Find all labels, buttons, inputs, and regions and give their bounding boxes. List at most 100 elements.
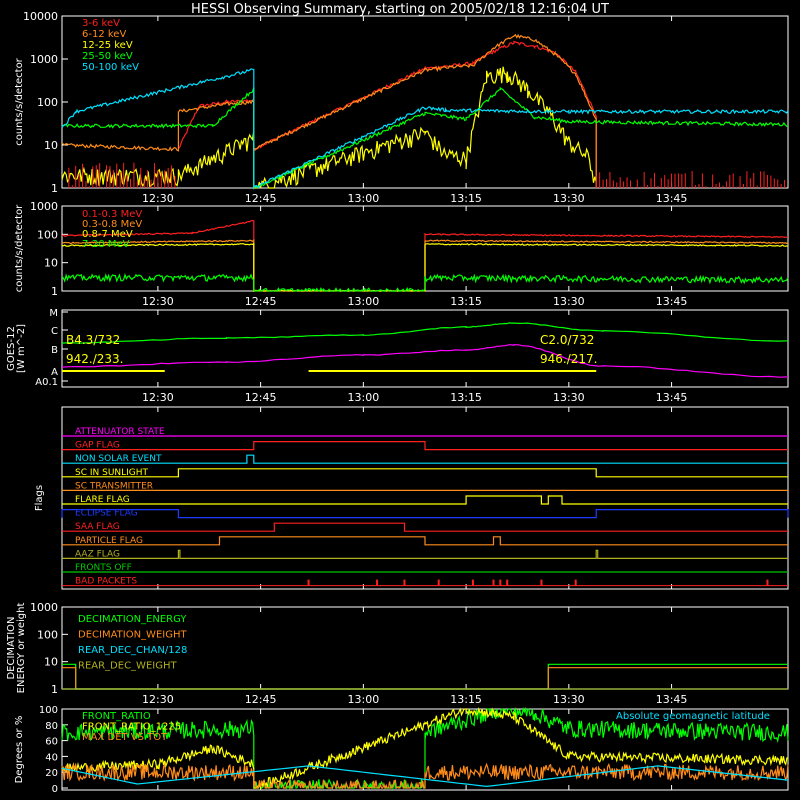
lightcurve-legend-4: 50-100 keV [82,62,139,73]
ratio-legend-0: FRONT_RATIO [82,711,151,722]
decimation-ylabel: ENERGY or weight [16,603,27,694]
flag-label-4: SC TRANSMITTER [75,481,153,491]
lightcurve-ytick-label: 1 [51,182,58,195]
flag-line-7 [62,522,788,532]
decimation-ytick-label: 100 [37,628,58,641]
ratio-ytick-label: 80 [45,721,58,732]
highenergy-legend-1: 0.3-0.8 MeV [82,219,142,230]
x-tick-label: 13:15 [450,295,482,308]
x-tick-label: 13:30 [553,192,585,205]
highenergy-series-2 [61,242,789,292]
x-tick-label: 12:30 [142,192,174,205]
ratio-series-0 [61,706,789,791]
highenergy-legend-0: 0.1-0.3 MeV [82,209,142,220]
flag-line-5 [62,495,788,505]
x-tick-label: 12:45 [245,295,277,308]
flag-label-11: BAD PACKETS [75,577,137,587]
x-tick-label: 13:00 [348,693,380,706]
x-tick-label: 13:15 [450,391,482,404]
flag-label-7: SAA FLAG [75,522,120,532]
x-tick-label: 13:45 [656,391,688,404]
goes-annotation-left-class: B4.3/732 [66,333,120,347]
decimation-ytick-label: 1000 [30,601,58,614]
ratio-ytick-label: 100 [39,705,58,716]
decimation-ytick-label: 10 [44,656,58,669]
ratio-series-3 [61,765,789,788]
goes-annotation-left-pos: 942./233. [66,352,123,366]
x-tick-label: 13:30 [553,693,585,706]
flag-label-9: AAZ FLAG [75,549,120,559]
flag-line-8 [62,536,788,546]
lightcurve-panel-frame [61,15,789,189]
goes-ylabel: [W m^-2] [16,324,27,373]
lightcurve-ytick-label: 1000 [30,53,58,66]
flags-ylabel: Flags [34,485,45,511]
ratio-ytick-label: 60 [45,737,58,748]
goes-annotation-right-class: C2.0/732 [540,333,594,347]
flag-line-9 [62,549,788,560]
ratio-ytick-label: 0 [52,784,58,795]
lightcurve-series-1 [61,33,597,188]
lightcurve-legend-1: 6-12 keV [82,29,126,40]
decimation-legend-1: DECIMATION_WEIGHT [78,630,187,641]
flags-panel-frame [61,406,789,590]
flag-line-3 [62,468,788,478]
flag-label-5: FLARE FLAG [75,495,130,505]
x-tick-label: 12:30 [142,391,174,404]
decimation-legend-0: DECIMATION_ENERGY [78,614,187,625]
ratio-legend-1: FRONT_RATIO_1225 [82,722,181,733]
x-tick-label: 13:00 [348,295,380,308]
goes-ylabel: GOES-12 [6,326,17,371]
x-tick-label: 13:30 [553,391,585,404]
flag-label-3: SC IN SUNLIGHT [75,468,149,478]
x-tick-label: 12:45 [245,192,277,205]
x-tick-label: 13:15 [450,192,482,205]
ratio-panel-frame [61,708,789,791]
flag-line-1 [62,441,788,451]
flag-label-2: NON SOLAR EVENT [75,454,162,464]
flag-label-1: GAP FLAG [75,441,120,451]
x-tick-label: 13:00 [348,192,380,205]
lightcurve-legend-2: 12-25 keV [82,40,133,51]
decimation-legend-2: REAR_DEC_CHAN/128 [78,645,187,656]
decimation-ytick-label: 1 [51,683,58,696]
ratio-series-1 [61,706,789,791]
flag-label-8: PARTICLE FLAG [75,536,143,546]
highenergy-ytick-label: 1000 [30,200,58,213]
highenergy-ytick-label: 100 [37,228,58,241]
lightcurve-series-3 [61,86,789,188]
x-tick-label: 13:00 [348,391,380,404]
flag-label-6: ECLIPSE FLAG [75,509,138,519]
x-tick-label: 13:30 [553,295,585,308]
ratio-legend-2: MAX DET VS TOT [82,732,168,743]
goes-ytick-label: B [51,345,58,356]
decimation-legend-3: REAR_DEC_WEIGHT [78,661,177,672]
x-tick-label: 12:30 [142,693,174,706]
highenergy-ylabel: counts/s/detector [14,204,25,292]
plot-title: HESSI Observing Summary, starting on 200… [191,2,609,17]
x-tick-label: 13:15 [450,693,482,706]
goes-panel-frame [61,309,789,388]
ratio-ytick-label: 20 [45,768,58,779]
lightcurve-series-4 [61,68,789,191]
goes-ytick-label: A [51,367,58,378]
x-tick-label: 12:45 [245,693,277,706]
goes-series-short [61,344,789,378]
goes-ytick-label: M [49,308,58,319]
highenergy-legend-2: 0.8-7 MeV [82,229,133,240]
ratio-ylabel: Degrees or % [14,716,25,784]
flag-label-0: ATTENUATOR STATE [75,427,165,437]
highenergy-legend-3: 7-20 MeV [82,239,130,250]
highenergy-series-3 [61,272,789,293]
goes-annotation-right-pos: 946./217. [540,352,597,366]
flag-line-2 [62,454,788,464]
lightcurve-series-0 [177,40,597,188]
lightcurve-legend-0: 3-6 keV [82,18,120,29]
x-tick-label: 13:45 [656,295,688,308]
goes-ytick-label: C [51,326,58,337]
lightcurve-ylabel: counts/s/detector [14,57,25,145]
lightcurve-ytick-label: 10 [44,139,58,152]
lightcurve-ytick-label: 100 [37,96,58,109]
